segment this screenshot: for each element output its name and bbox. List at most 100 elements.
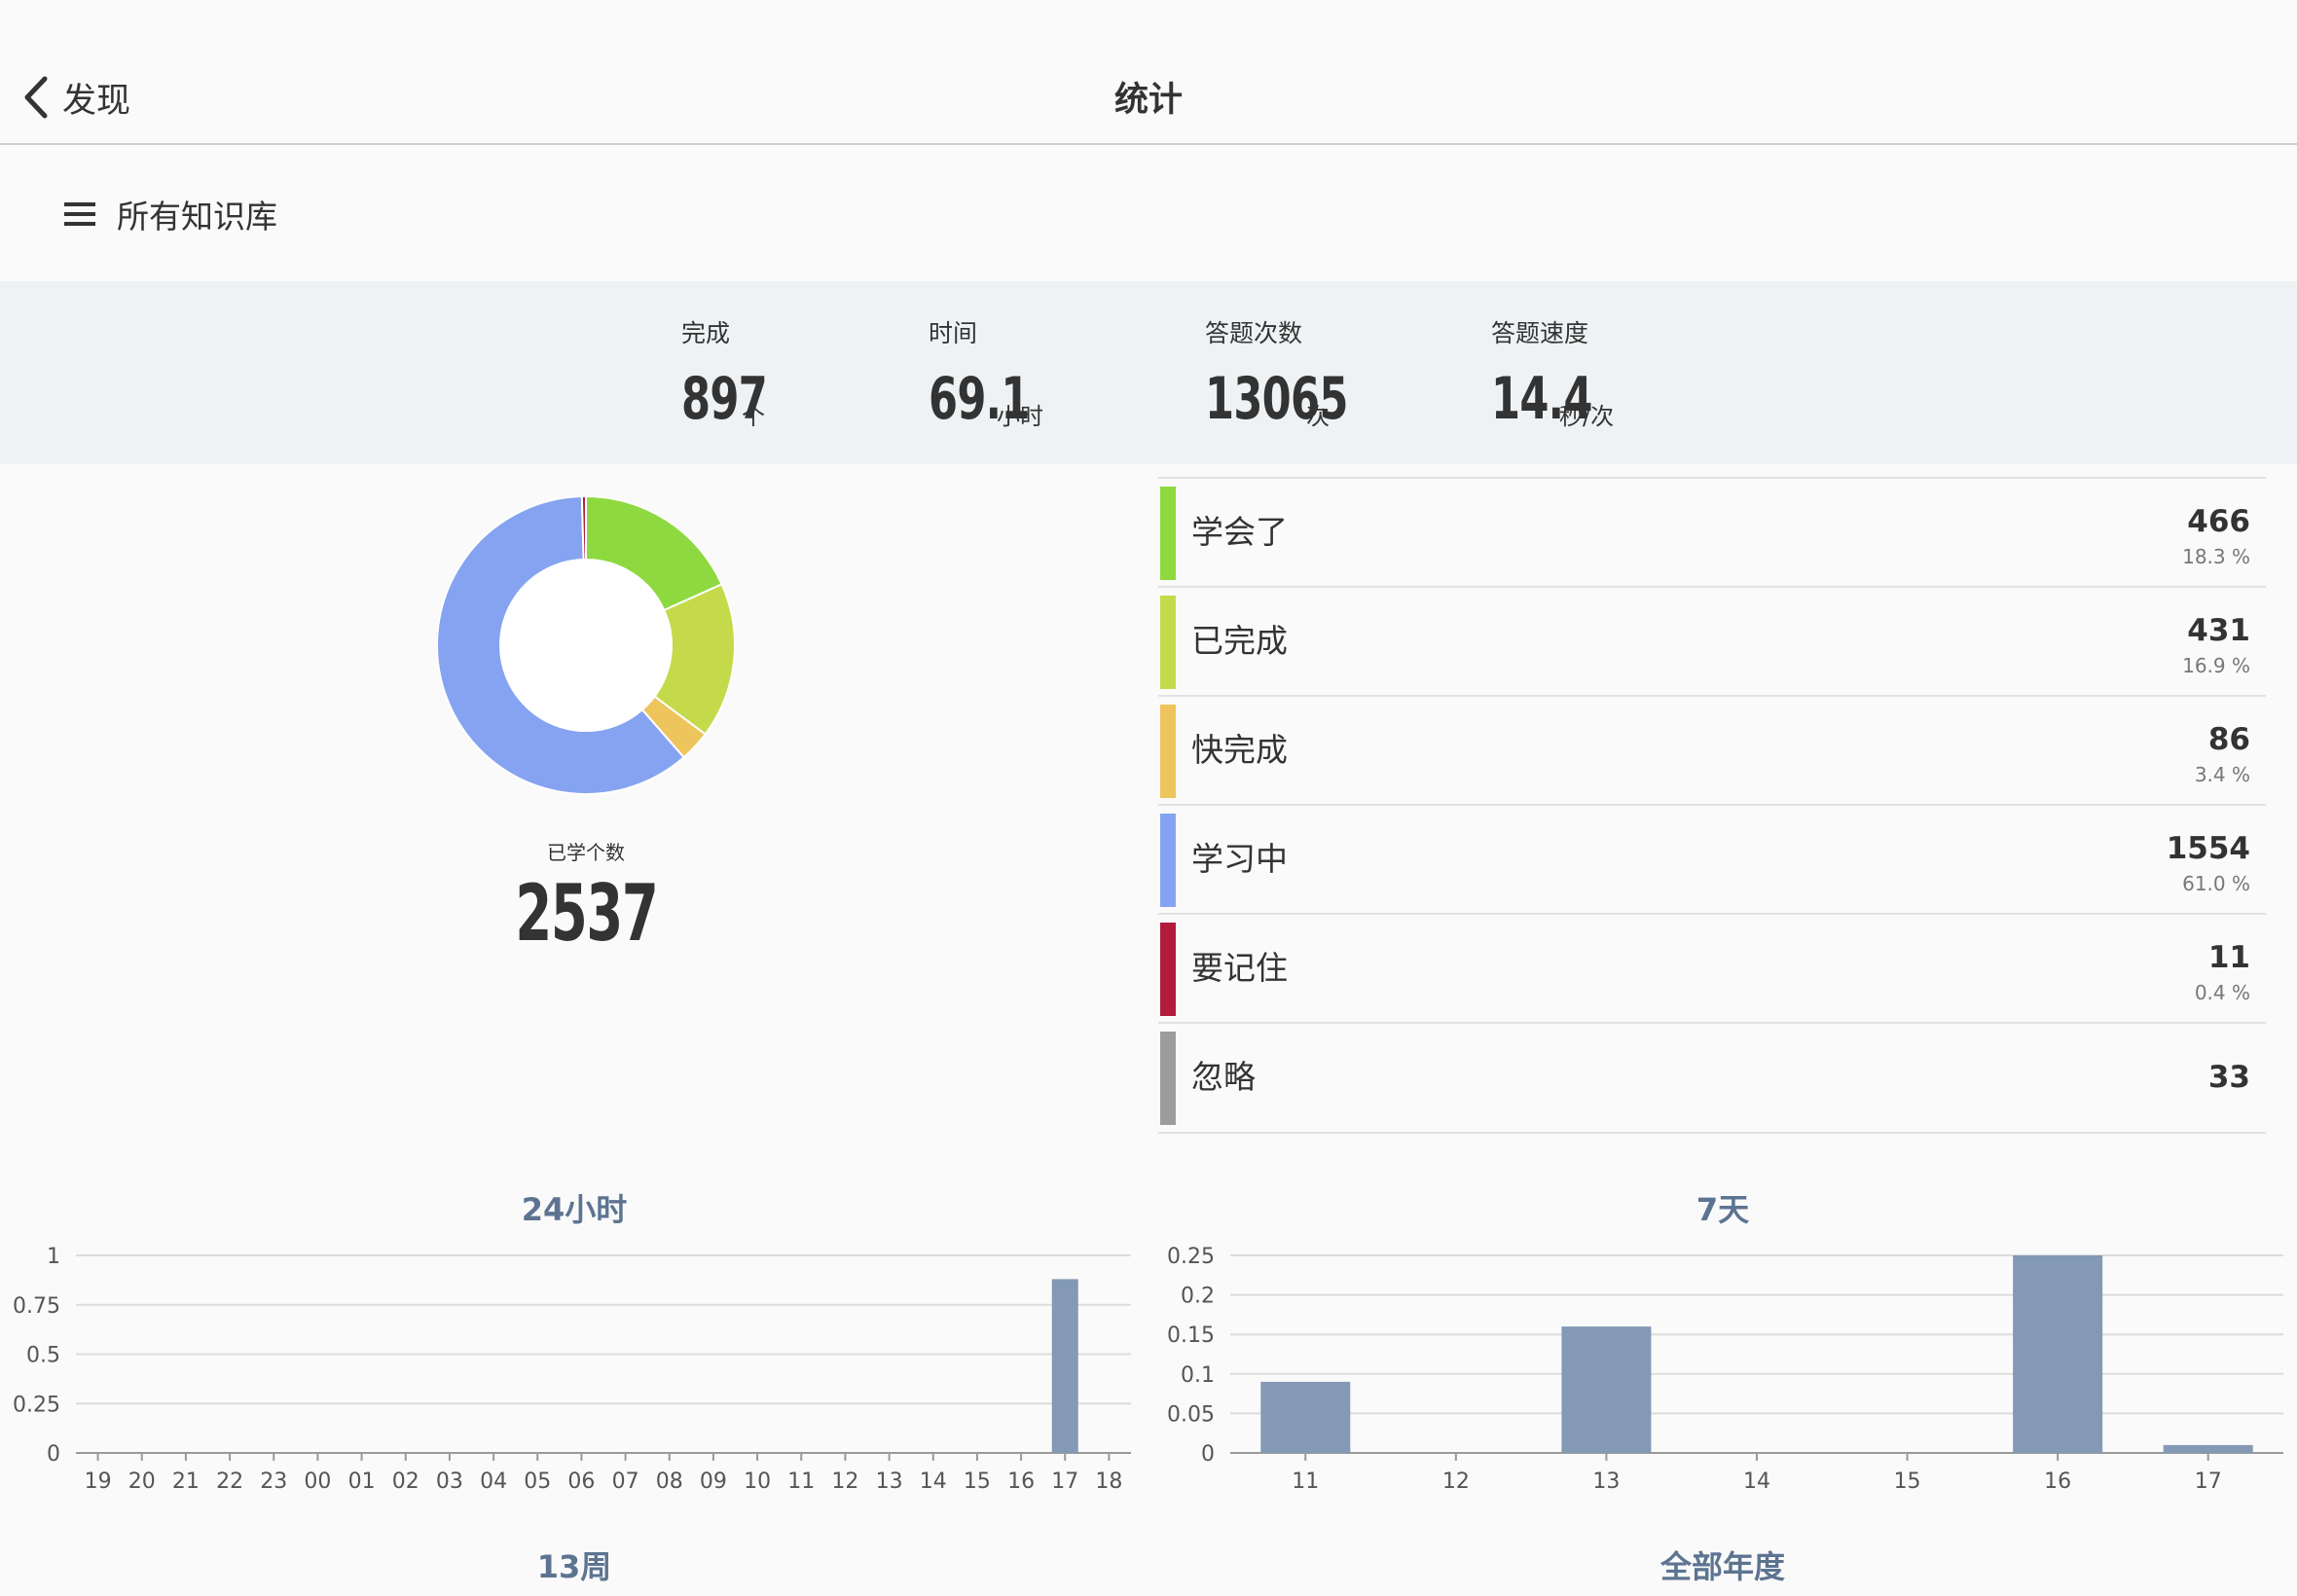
x-tick-label: 18: [1095, 1469, 1122, 1494]
legend-color-bar: [1160, 705, 1176, 798]
x-tick-label: 00: [304, 1469, 331, 1494]
y-tick-label: 0.05: [1167, 1402, 1215, 1427]
legend-count: 431: [2187, 613, 2250, 648]
donut-slice: [580, 496, 587, 562]
menu-icon: [64, 202, 95, 226]
x-tick-label: 17: [1051, 1469, 1078, 1494]
bar-chart-7d: 0 0.05 0.1 0.15 0.2 0.25 11 12 13 14 15 16 17: [1167, 1245, 2283, 1494]
x-tick-label: 23: [260, 1469, 287, 1494]
x-tick-label: 21: [172, 1469, 200, 1494]
donut-caption: 已学个数: [547, 841, 625, 864]
y-tick-label: 0.15: [1167, 1324, 1215, 1348]
stat-unit: 秒/次: [1559, 403, 1615, 430]
legend-count: 11: [2207, 940, 2250, 975]
legend-name: 要记住: [1191, 949, 1288, 987]
back-button[interactable]: 发现: [19, 68, 130, 127]
bar: [1260, 1381, 1351, 1453]
x-tick-label: 22: [216, 1469, 243, 1494]
bar: [1561, 1326, 1652, 1453]
legend-row[interactable]: 快完成 86 3.4 %: [1158, 695, 2266, 804]
x-tick-label: 14: [920, 1469, 947, 1494]
stat-label: 答题次数: [1205, 319, 1303, 347]
chart-title-7d: 7天: [1695, 1191, 1750, 1228]
chart-title-24h: 24小时: [521, 1191, 628, 1228]
bar: [1051, 1279, 1078, 1453]
legend-row[interactable]: 已完成 431 16.9 %: [1158, 586, 2266, 695]
back-label: 发现: [62, 81, 131, 121]
stat-label: 时间: [929, 319, 978, 347]
stat-value: 69.1: [929, 365, 1030, 433]
x-tick-label: 03: [436, 1469, 463, 1494]
bar: [2163, 1444, 2253, 1453]
legend-count: 466: [2187, 504, 2250, 539]
donut-hole: [500, 560, 672, 731]
y-tick-label: 0.75: [13, 1294, 60, 1319]
legend-name: 学会了: [1191, 513, 1288, 551]
x-tick-label: 13: [1592, 1469, 1620, 1494]
donut-chart: [437, 496, 735, 794]
bar: [2013, 1255, 2103, 1453]
legend-percent: 61.0 %: [2182, 872, 2250, 895]
x-tick-label: 02: [392, 1469, 419, 1494]
legend-count: 1554: [2166, 831, 2250, 866]
bar-chart-24h: 0 0.25 0.5 0.75 1 19 20 21 22 23 00 01 02 03 04 05 06 07 0…: [13, 1245, 1131, 1494]
x-tick-label: 12: [831, 1469, 858, 1494]
y-tick-label: 0: [47, 1442, 60, 1467]
legend-row[interactable]: 学会了 466 18.3 %: [1158, 477, 2266, 586]
legend-percent: 3.4 %: [2194, 763, 2250, 786]
x-tick-label: 10: [744, 1469, 771, 1494]
legend-name: 忽略: [1191, 1058, 1256, 1096]
stat-unit: 小时: [997, 403, 1043, 430]
chart-title-year: 全部年度: [1659, 1548, 1785, 1585]
x-tick-label: 15: [1894, 1469, 1921, 1494]
x-tick-label: 16: [2044, 1469, 2071, 1494]
x-tick-label: 17: [2195, 1469, 2222, 1494]
y-tick-label: 0.5: [26, 1344, 60, 1368]
stat-label: 答题速度: [1491, 319, 1589, 347]
x-tick-label: 13: [876, 1469, 903, 1494]
x-tick-label: 04: [480, 1469, 507, 1494]
stat-unit: 次: [1306, 403, 1330, 430]
chart-title-13w: 13周: [536, 1548, 612, 1585]
stat-label: 完成: [681, 319, 731, 347]
y-tick-label: 1: [47, 1245, 60, 1269]
x-tick-label: 08: [656, 1469, 683, 1494]
x-tick-label: 20: [128, 1469, 156, 1494]
donut-total: 2537: [515, 868, 658, 959]
legend-name: 学习中: [1191, 840, 1288, 878]
legend-color-bar: [1160, 814, 1176, 907]
x-tick-label: 05: [524, 1469, 551, 1494]
y-tick-label: 0: [1201, 1442, 1215, 1467]
x-tick-label: 07: [612, 1469, 639, 1494]
legend-row[interactable]: 忽略 33: [1158, 1022, 2266, 1131]
x-tick-label: 01: [348, 1469, 376, 1494]
y-tick-label: 0.25: [1167, 1245, 1215, 1269]
legend-percent: 18.3 %: [2182, 545, 2250, 568]
legend-name: 已完成: [1191, 622, 1288, 660]
legend-color-bar: [1160, 487, 1176, 580]
nav-bar: [0, 0, 2297, 145]
legend-row[interactable]: 学习中 1554 61.0 %: [1158, 804, 2266, 913]
stat-value: 897: [681, 365, 768, 433]
x-tick-label: 11: [787, 1469, 815, 1494]
x-tick-label: 14: [1743, 1469, 1770, 1494]
stat-value: 14.4: [1491, 365, 1592, 433]
summary-band: 完成 897 个 时间 69.1 小时 答题次数 13065 次 答题速度 14…: [0, 281, 2297, 464]
legend-count: 86: [2207, 722, 2250, 757]
x-tick-label: 11: [1292, 1469, 1319, 1494]
legend-divider: [1158, 1132, 2266, 1134]
legend-color-bar: [1160, 923, 1176, 1016]
legend-row[interactable]: 要记住 11 0.4 %: [1158, 913, 2266, 1022]
x-tick-label: 12: [1442, 1469, 1470, 1494]
library-selector[interactable]: 所有知识库: [64, 185, 277, 243]
y-tick-label: 0.25: [13, 1393, 60, 1417]
x-tick-label: 19: [85, 1469, 112, 1494]
legend-percent: 0.4 %: [2194, 981, 2250, 1004]
library-label: 所有知识库: [117, 198, 277, 236]
legend-name: 快完成: [1191, 731, 1288, 769]
x-tick-label: 06: [567, 1469, 595, 1494]
x-tick-label: 09: [700, 1469, 727, 1494]
legend-color-bar: [1160, 1032, 1176, 1125]
stat-unit: 个: [742, 403, 765, 430]
legend-color-bar: [1160, 596, 1176, 689]
